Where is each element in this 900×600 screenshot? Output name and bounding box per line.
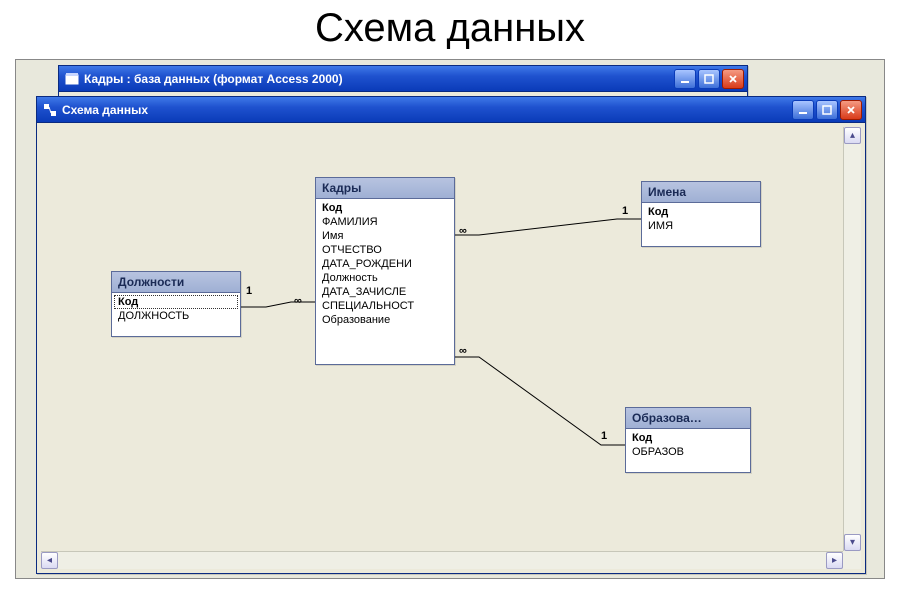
table-header[interactable]: Образова…	[626, 408, 750, 429]
table-field[interactable]: Код	[626, 431, 750, 445]
window-relationships: Схема данных ДолжностиКодДОЛЖНОСТЬКадрыК…	[36, 96, 866, 574]
scroll-left-button[interactable]: ◂	[41, 552, 58, 569]
table-header[interactable]: Имена	[642, 182, 760, 203]
minimize-button[interactable]	[792, 100, 814, 120]
minimize-button[interactable]	[674, 69, 696, 89]
close-button[interactable]	[722, 69, 744, 89]
table-field[interactable]: ОТЧЕСТВО	[316, 243, 454, 257]
table-body: КодДОЛЖНОСТЬ	[112, 293, 240, 325]
relation-cardinality-label: 1	[601, 430, 607, 442]
table-field[interactable]: Код	[114, 295, 238, 309]
hscroll-track[interactable]	[58, 552, 826, 569]
table-field[interactable]: Образование	[316, 313, 454, 327]
db-window-icon	[65, 72, 79, 86]
maximize-button[interactable]	[816, 100, 838, 120]
table-header[interactable]: Кадры	[316, 178, 454, 199]
table-field[interactable]: Должность	[316, 271, 454, 285]
table-field[interactable]: ДАТА_ЗАЧИСЛЕ	[316, 285, 454, 299]
scroll-down-button[interactable]: ▾	[844, 534, 861, 551]
table-education[interactable]: Образова…КодОБРАЗОВ	[625, 407, 751, 473]
table-field[interactable]: Код	[316, 201, 454, 215]
titlebar-caption-relationships: Схема данных	[62, 103, 792, 117]
table-field[interactable]: ДАТА_РОЖДЕНИ	[316, 257, 454, 271]
table-positions[interactable]: ДолжностиКодДОЛЖНОСТЬ	[111, 271, 241, 337]
table-body: КодФАМИЛИЯИмяОТЧЕСТВОДАТА_РОЖДЕНИДолжнос…	[316, 199, 454, 329]
table-body: КодИМЯ	[642, 203, 760, 235]
close-button[interactable]	[840, 100, 862, 120]
maximize-button[interactable]	[698, 69, 720, 89]
relation-cardinality-label: 1	[246, 285, 252, 297]
table-field[interactable]: Имя	[316, 229, 454, 243]
titlebar-caption-database: Кадры : база данных (формат Access 2000)	[84, 72, 674, 86]
relation-cardinality-label: ∞	[459, 345, 467, 357]
vscroll-track[interactable]	[844, 144, 861, 534]
titlebar-database[interactable]: Кадры : база данных (формат Access 2000)	[59, 66, 747, 92]
vertical-scrollbar[interactable]: ▴ ▾	[843, 127, 861, 551]
scroll-right-button[interactable]: ▸	[826, 552, 843, 569]
window-client-area: ДолжностиКодДОЛЖНОСТЬКадрыКодФАМИЛИЯИмяО…	[41, 127, 861, 569]
horizontal-scrollbar[interactable]: ◂ ▸	[41, 551, 843, 569]
scroll-up-button[interactable]: ▴	[844, 127, 861, 144]
table-field[interactable]: ФАМИЛИЯ	[316, 215, 454, 229]
table-field[interactable]: Код	[642, 205, 760, 219]
desktop-area: Кадры : база данных (формат Access 2000)…	[15, 59, 885, 579]
table-field[interactable]: ИМЯ	[642, 219, 760, 233]
schema-window-icon	[43, 103, 57, 117]
titlebar-relationships[interactable]: Схема данных	[37, 97, 865, 123]
table-names[interactable]: ИменаКодИМЯ	[641, 181, 761, 247]
relation-cardinality-label: ∞	[294, 295, 302, 307]
page-heading: Схема данных	[0, 6, 900, 51]
table-header[interactable]: Должности	[112, 272, 240, 293]
table-body: КодОБРАЗОВ	[626, 429, 750, 461]
table-field[interactable]: СПЕЦИАЛЬНОСТ	[316, 299, 454, 313]
scrollbar-corner	[843, 551, 861, 569]
table-field[interactable]: ДОЛЖНОСТЬ	[112, 309, 240, 323]
table-field[interactable]: ОБРАЗОВ	[626, 445, 750, 459]
table-staff[interactable]: КадрыКодФАМИЛИЯИмяОТЧЕСТВОДАТА_РОЖДЕНИДо…	[315, 177, 455, 365]
relation-cardinality-label: 1	[622, 205, 628, 217]
relationships-canvas[interactable]: ДолжностиКодДОЛЖНОСТЬКадрыКодФАМИЛИЯИмяО…	[41, 127, 843, 551]
relation-cardinality-label: ∞	[459, 225, 467, 237]
